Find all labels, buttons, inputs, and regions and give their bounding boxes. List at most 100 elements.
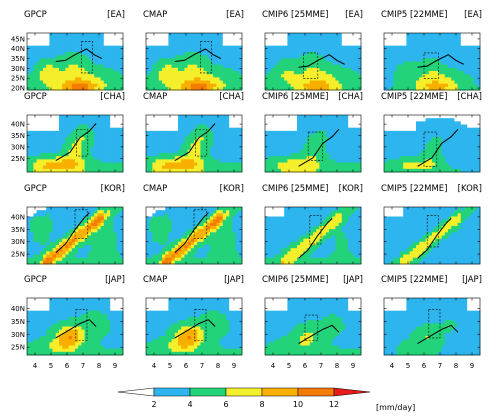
heat-cell	[306, 146, 311, 151]
heat-cell	[71, 118, 76, 122]
heat-cell	[84, 238, 89, 243]
heat-cell	[200, 137, 204, 141]
heat-cell	[168, 146, 172, 151]
heat-cell	[384, 149, 388, 154]
heat-cell	[277, 115, 282, 119]
heat-cell	[219, 39, 224, 43]
heat-cell	[325, 143, 330, 148]
heat-cell	[464, 86, 468, 91]
heat-cell	[110, 83, 114, 88]
heat-cell	[354, 67, 359, 72]
heat-cell	[357, 33, 362, 37]
panel-region-label: [EA]	[107, 10, 125, 20]
heat-cell	[403, 168, 407, 173]
heat-cell	[184, 140, 188, 144]
heat-cell	[235, 149, 240, 154]
heat-cell	[36, 130, 41, 135]
heat-cell	[71, 134, 76, 138]
heat-cell	[281, 48, 285, 53]
heat-cell	[290, 42, 295, 47]
heat-cell	[168, 118, 172, 122]
heat-cell	[265, 165, 269, 170]
heat-cell	[87, 143, 92, 148]
heat-cell	[43, 124, 47, 129]
heat-cell	[52, 254, 57, 259]
heat-cell	[107, 74, 111, 78]
heat-cell	[309, 83, 314, 88]
heat-cell	[59, 165, 63, 170]
heat-cell	[119, 58, 124, 62]
heat-cell	[59, 248, 63, 252]
heat-cell	[332, 149, 336, 154]
heat-cell	[332, 134, 336, 138]
heat-cell	[55, 251, 60, 255]
heat-cell	[235, 58, 240, 62]
heat-cell	[400, 67, 404, 72]
heat-cell	[78, 232, 82, 236]
heat-cell	[94, 45, 98, 50]
heat-cell	[36, 67, 41, 72]
heat-cell	[345, 58, 349, 62]
y-tick-label: 20N	[11, 85, 25, 93]
heat-cell	[30, 226, 34, 230]
heat-cell	[68, 121, 73, 125]
heat-cell	[316, 130, 320, 135]
heat-cell	[229, 58, 233, 62]
heat-cell	[268, 77, 272, 81]
heat-cell	[181, 153, 185, 157]
heat-cell	[229, 143, 233, 148]
heat-cell	[451, 115, 455, 119]
heat-cell	[178, 127, 182, 132]
heat-cell	[162, 165, 166, 170]
heat-cell	[226, 33, 230, 37]
heat-cell	[91, 33, 95, 37]
heat-cell	[87, 124, 92, 129]
heat-cell	[33, 36, 37, 40]
heat-cell	[178, 118, 182, 122]
heat-cell	[464, 55, 468, 59]
heat-cell	[97, 219, 101, 224]
heat-cell	[287, 140, 291, 144]
heat-cell	[454, 61, 458, 66]
heat-cell	[274, 168, 279, 173]
heat-cell	[158, 143, 163, 148]
heat-cell	[473, 124, 478, 129]
heat-cell	[281, 127, 285, 132]
heat-cell	[265, 74, 269, 78]
heat-cell	[110, 149, 114, 154]
heat-cell	[319, 162, 323, 167]
heat-cell	[162, 48, 166, 53]
heat-cell	[81, 241, 85, 246]
heat-cell	[271, 36, 275, 40]
heat-cell	[460, 140, 465, 144]
heat-cell	[190, 67, 195, 72]
heat-cell	[345, 67, 349, 72]
heat-cell	[470, 165, 474, 170]
heat-cell	[149, 80, 153, 85]
heat-cell	[27, 222, 31, 227]
heat-cell	[91, 86, 95, 91]
heat-cell	[297, 61, 301, 66]
heat-cell	[309, 127, 314, 132]
heat-cell	[325, 52, 330, 56]
heat-cell	[451, 42, 455, 47]
heat-cell	[30, 257, 34, 262]
heat-cell	[222, 162, 227, 167]
heat-cell	[345, 64, 349, 69]
heat-cell	[325, 42, 330, 47]
heat-cell	[384, 115, 388, 119]
heat-cell	[425, 143, 430, 148]
heat-cell	[325, 162, 330, 167]
heat-cell	[412, 137, 417, 141]
heat-cell	[476, 143, 481, 148]
heat-cell	[222, 33, 227, 37]
heat-cell	[338, 33, 343, 37]
heat-cell	[425, 156, 430, 160]
heat-cell	[441, 127, 446, 132]
heat-cell	[30, 216, 34, 221]
heat-cell	[27, 257, 31, 262]
heat-cell	[384, 36, 388, 40]
heat-cell	[425, 55, 430, 59]
heat-cell	[94, 134, 98, 138]
heat-cell	[184, 162, 188, 167]
